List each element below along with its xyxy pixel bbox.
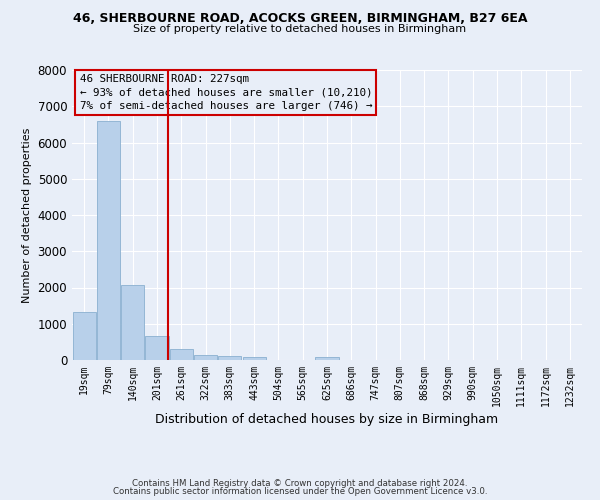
Bar <box>242 358 266 360</box>
Text: Contains public sector information licensed under the Open Government Licence v3: Contains public sector information licen… <box>113 487 487 496</box>
Bar <box>218 356 241 360</box>
X-axis label: Distribution of detached houses by size in Birmingham: Distribution of detached houses by size … <box>155 413 499 426</box>
Text: Size of property relative to detached houses in Birmingham: Size of property relative to detached ho… <box>133 24 467 34</box>
Bar <box>194 354 217 360</box>
Bar <box>316 357 338 360</box>
Text: 46, SHERBOURNE ROAD, ACOCKS GREEN, BIRMINGHAM, B27 6EA: 46, SHERBOURNE ROAD, ACOCKS GREEN, BIRMI… <box>73 12 527 26</box>
Bar <box>73 312 95 360</box>
Bar <box>121 284 144 360</box>
Y-axis label: Number of detached properties: Number of detached properties <box>22 128 32 302</box>
Bar <box>170 349 193 360</box>
Bar <box>145 336 169 360</box>
Text: Contains HM Land Registry data © Crown copyright and database right 2024.: Contains HM Land Registry data © Crown c… <box>132 478 468 488</box>
Bar <box>97 122 120 360</box>
Text: 46 SHERBOURNE ROAD: 227sqm
← 93% of detached houses are smaller (10,210)
7% of s: 46 SHERBOURNE ROAD: 227sqm ← 93% of deta… <box>80 74 372 111</box>
